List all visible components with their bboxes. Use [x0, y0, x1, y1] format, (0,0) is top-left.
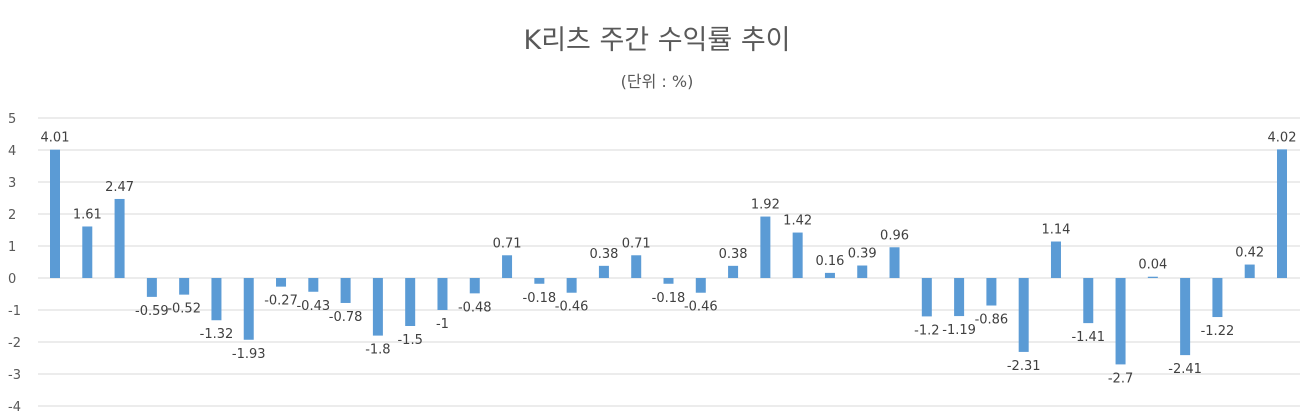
bar [760, 216, 771, 278]
bar [1277, 149, 1287, 278]
data-label: -1.22 [1201, 324, 1235, 339]
data-label: -0.18 [652, 291, 686, 306]
bar [1115, 278, 1126, 365]
data-label: -1.41 [1071, 330, 1105, 345]
bar [437, 278, 448, 310]
data-label: 0.38 [589, 247, 618, 262]
bar [1244, 264, 1255, 278]
y-tick-label: 5 [8, 112, 16, 127]
data-label: -0.43 [296, 299, 330, 314]
bar [114, 198, 125, 278]
y-tick-label: -1 [8, 304, 21, 319]
bar [663, 278, 674, 284]
data-label: 2.47 [105, 180, 134, 195]
bar [921, 278, 932, 317]
data-label: -0.52 [167, 302, 201, 317]
data-label: -1.2 [914, 323, 939, 338]
data-label: -0.46 [684, 300, 718, 315]
y-tick-label: 3 [8, 176, 16, 191]
bar [1018, 278, 1029, 352]
data-label: -0.27 [264, 294, 298, 309]
bar [534, 278, 545, 284]
bar [792, 232, 803, 278]
data-label: 0.42 [1235, 246, 1264, 261]
data-label: -0.59 [135, 304, 169, 319]
gridlines [38, 117, 1300, 407]
chart-subtitle: (단위 : %) [620, 72, 694, 91]
bar [889, 247, 900, 278]
data-labels: 4.011.612.47-0.59-0.52-1.32-1.93-0.27-0.… [41, 130, 1297, 386]
chart-title: K리츠 주간 수익률 추이 [523, 25, 791, 56]
bar [986, 278, 997, 306]
bar [276, 278, 287, 287]
data-label: -2.7 [1108, 371, 1133, 386]
data-label: 0.38 [719, 247, 748, 262]
data-label: -0.46 [555, 300, 589, 315]
bar [179, 278, 190, 295]
bar [469, 278, 480, 294]
data-label: -1.5 [397, 333, 422, 348]
data-label: 4.01 [41, 131, 70, 146]
bar [340, 278, 351, 303]
bar [1180, 278, 1191, 356]
data-label: 1.14 [1041, 223, 1070, 238]
y-tick-label: -2 [8, 336, 21, 351]
data-label: 1.42 [783, 214, 812, 229]
y-tick-label: 0 [8, 272, 16, 287]
data-label: -2.41 [1168, 362, 1202, 377]
bar [954, 278, 965, 317]
data-label: 0.71 [622, 236, 651, 251]
data-label: 0.04 [1138, 258, 1167, 273]
bar [82, 226, 93, 278]
bar [631, 255, 642, 278]
bar [308, 278, 319, 292]
y-tick-label: -3 [8, 368, 21, 383]
y-axis-ticks: 5 4 3 2 1 0 -1 -2 -3 -4 [8, 112, 21, 415]
y-tick-label: 1 [8, 240, 16, 255]
data-label: -1.8 [365, 343, 390, 358]
data-label: 1.92 [751, 198, 780, 213]
data-label: 0.39 [848, 247, 877, 262]
data-label: -0.48 [458, 300, 492, 315]
data-label: -0.78 [329, 310, 363, 325]
data-label: 0.16 [815, 254, 844, 269]
bar [405, 278, 416, 326]
bar [1050, 241, 1061, 278]
y-tick-label: -4 [8, 400, 21, 415]
bar [695, 278, 706, 293]
bars [50, 149, 1287, 365]
bar [824, 272, 835, 278]
data-label: -0.18 [523, 291, 557, 306]
y-tick-label: 2 [8, 208, 16, 223]
bar [502, 255, 513, 278]
data-label: -1.32 [200, 327, 234, 342]
bar [146, 278, 157, 297]
data-label: -0.86 [975, 313, 1009, 328]
bar [728, 265, 739, 278]
bar [1083, 278, 1094, 324]
bar [566, 278, 577, 293]
data-label: -1.19 [942, 323, 976, 338]
y-tick-label: 4 [8, 144, 16, 159]
data-label: -1 [436, 317, 449, 332]
data-label: 1.61 [73, 207, 102, 222]
bar [211, 278, 222, 321]
bar [372, 278, 383, 336]
data-label: -1.93 [232, 347, 266, 362]
data-label: 4.02 [1268, 130, 1297, 145]
bar [243, 278, 254, 340]
bar [857, 265, 868, 278]
bar [1147, 276, 1158, 278]
data-label: -2.31 [1007, 359, 1041, 374]
data-label: 0.71 [493, 236, 522, 251]
bar [50, 149, 60, 278]
bar [1212, 278, 1223, 318]
bar [598, 265, 609, 278]
data-label: 0.96 [880, 228, 909, 243]
